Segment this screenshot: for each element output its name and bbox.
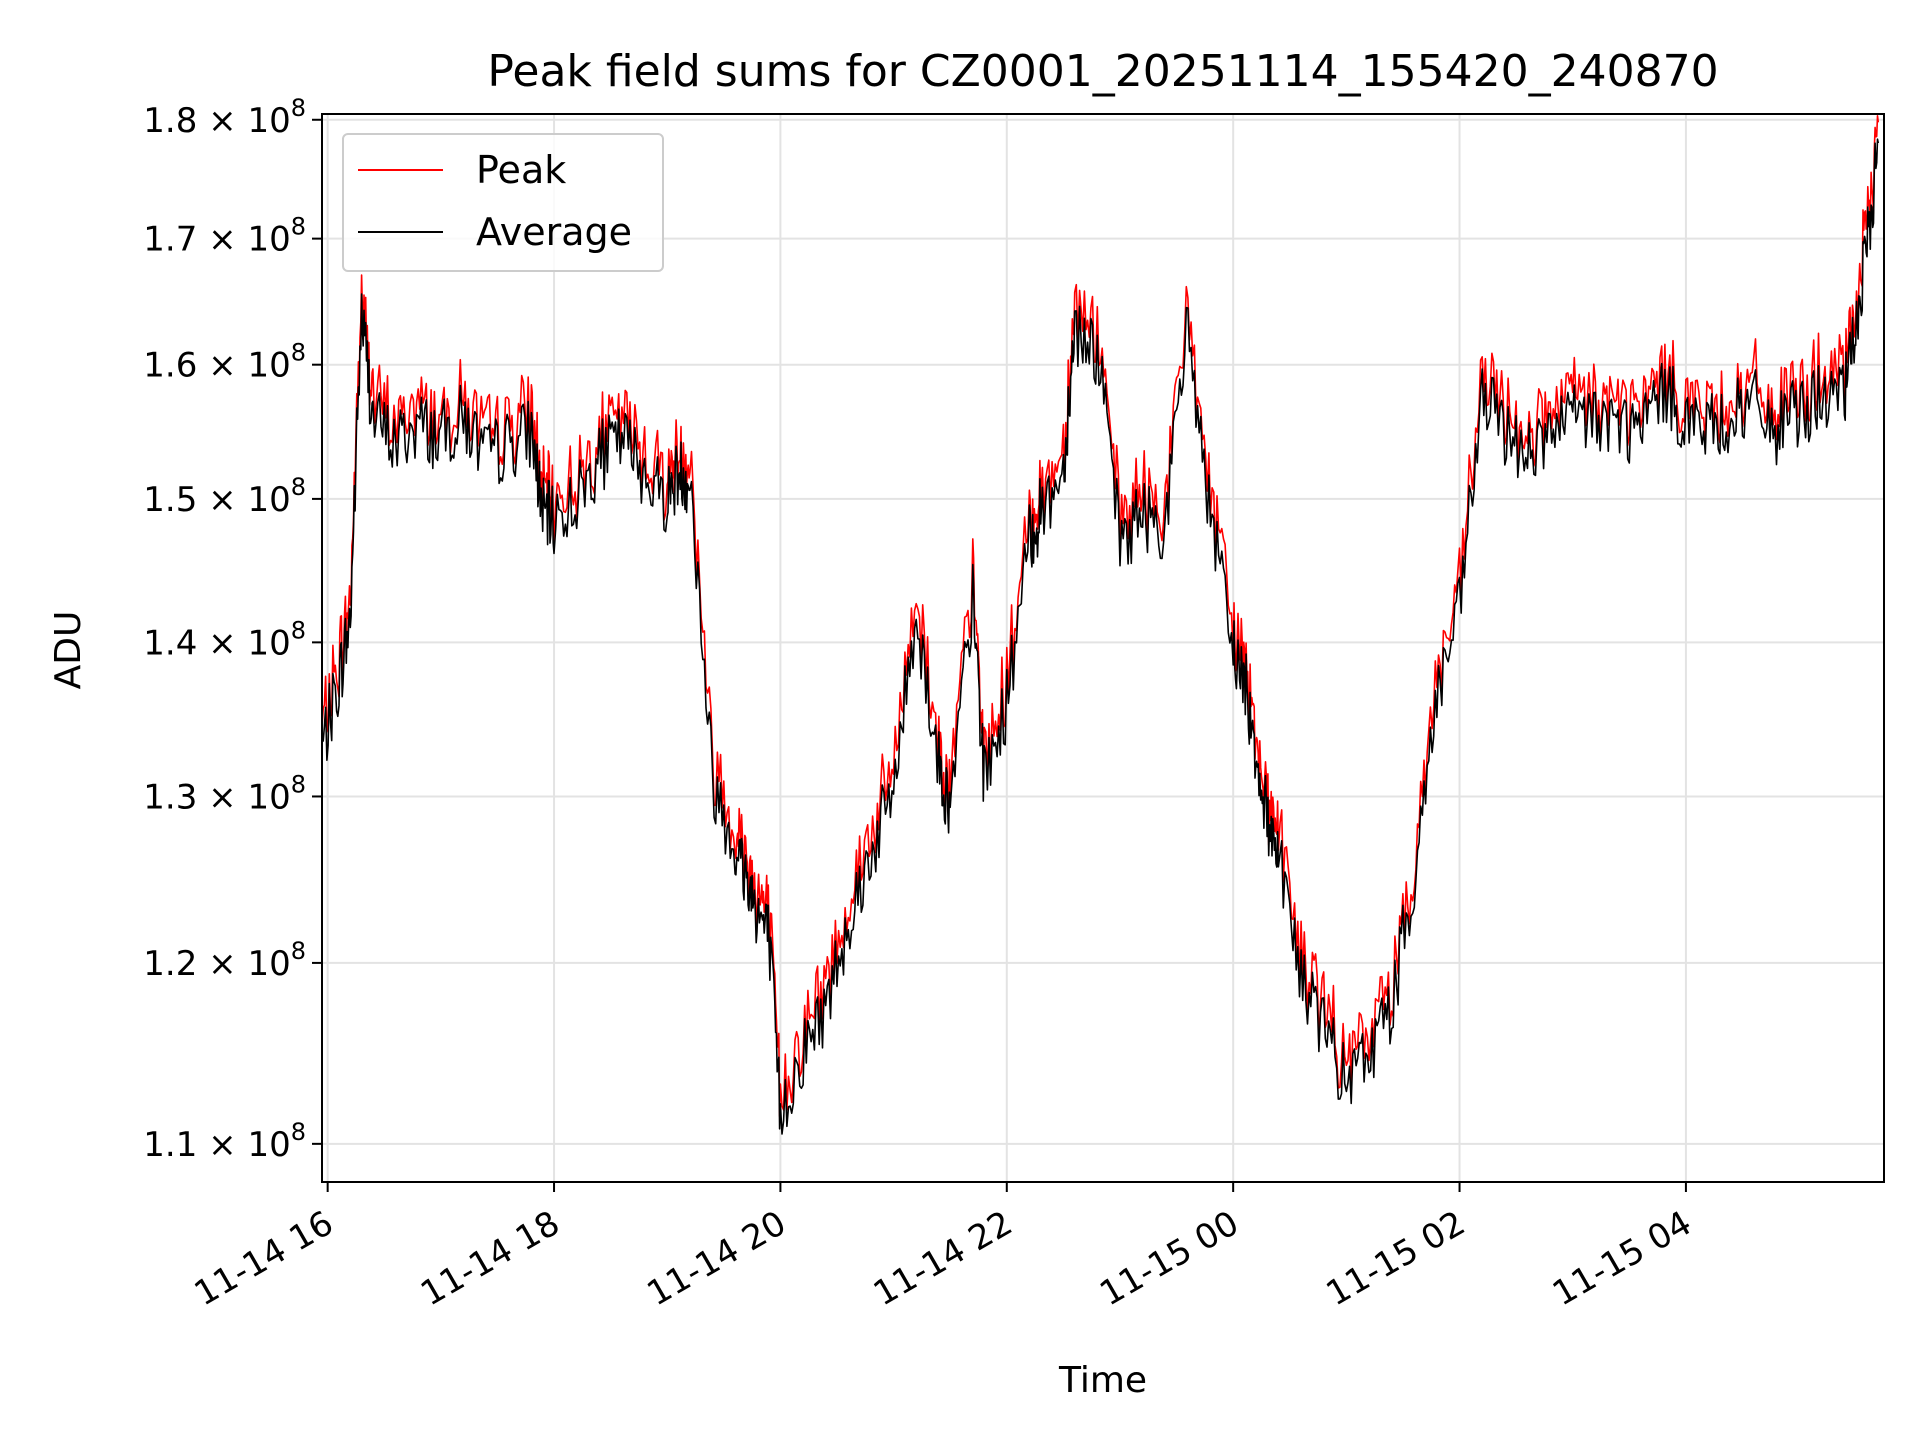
y-tick-exponent: 8 [291, 213, 306, 241]
gridlines [322, 114, 1884, 1182]
y-tick-exponent: 8 [291, 473, 306, 501]
plot-frame [321, 113, 1885, 1183]
y-tick-base: 10 [247, 944, 290, 984]
y-tick-base: 10 [247, 1125, 290, 1165]
y-tick-mantissa: 1.6 [143, 346, 197, 386]
series-peak [321, 115, 1880, 1117]
y-tick-mantissa: 1.2 [143, 944, 197, 984]
legend-label-average: Average [476, 210, 632, 254]
y-tick-times: × [197, 346, 247, 386]
series-average [321, 138, 1880, 1135]
average-line [321, 138, 1880, 1135]
y-tick-times: × [197, 1125, 247, 1165]
y-tick-exponent: 8 [291, 770, 306, 798]
y-tick-mantissa: 1.5 [143, 480, 197, 520]
y-tick-label: 1.6 × 108 [143, 339, 306, 386]
y-tick-label: 1.2 × 108 [143, 937, 306, 984]
y-tick-mantissa: 1.4 [143, 623, 197, 663]
y-tick-mantissa: 1.1 [143, 1125, 197, 1165]
y-tick-label: 1.5 × 108 [143, 473, 306, 520]
y-tick-label: 1.3 × 108 [143, 770, 306, 817]
y-tick-times: × [197, 944, 247, 984]
y-tick-times: × [197, 101, 247, 141]
y-tick-mantissa: 1.3 [143, 777, 197, 817]
y-tick-label: 1.4 × 108 [143, 616, 306, 663]
legend-label-peak: Peak [476, 148, 566, 192]
y-tick-base: 10 [247, 101, 290, 141]
y-tick-times: × [197, 480, 247, 520]
x-axis-title: Time [1058, 1360, 1147, 1401]
y-tick-exponent: 8 [291, 94, 306, 122]
y-tick-base: 10 [247, 623, 290, 663]
y-tick-exponent: 8 [291, 616, 306, 644]
y-tick-times: × [197, 220, 247, 260]
chart-title: Peak field sums for CZ0001_20251114_1554… [487, 46, 1718, 97]
y-tick-label: 1.8 × 108 [143, 94, 306, 141]
y-tick-times: × [197, 777, 247, 817]
y-tick-exponent: 8 [291, 1118, 306, 1146]
y-tick-base: 10 [247, 480, 290, 520]
y-tick-base: 10 [247, 777, 290, 817]
y-tick-label: 1.1 × 108 [143, 1118, 306, 1165]
y-tick-exponent: 8 [291, 339, 306, 367]
y-tick-times: × [197, 623, 247, 663]
y-axis-title: ADU [48, 611, 89, 690]
y-tick-base: 10 [247, 220, 290, 260]
legend-box [342, 133, 664, 272]
y-tick-exponent: 8 [291, 937, 306, 965]
y-tick-base: 10 [247, 346, 290, 386]
y-tick-mantissa: 1.7 [143, 220, 197, 260]
y-tick-label: 1.7 × 108 [143, 213, 306, 260]
peak-line [321, 115, 1880, 1117]
legend: Peak Average [342, 133, 664, 272]
y-tick-mantissa: 1.8 [143, 101, 197, 141]
